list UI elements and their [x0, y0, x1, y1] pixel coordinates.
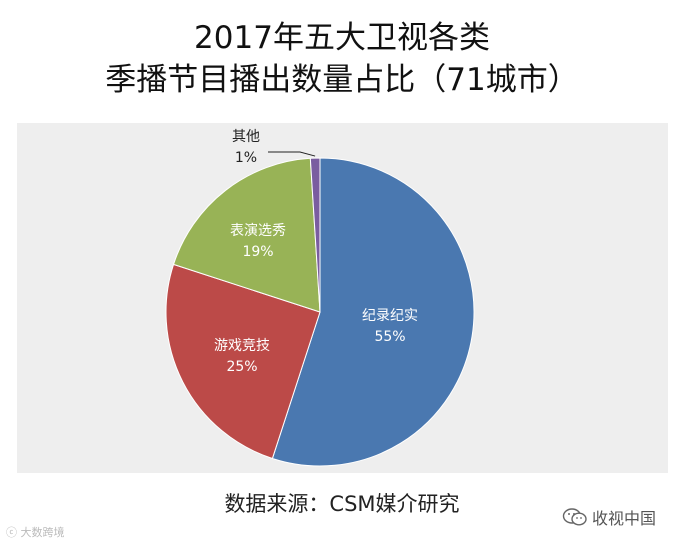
- wechat-icon: [562, 508, 587, 526]
- slice-value-3: 19%: [242, 244, 273, 260]
- slice-value-4: 1%: [235, 150, 257, 166]
- pie-slice-3: [172, 157, 321, 313]
- slice-label-2: 游戏竞技: [214, 337, 270, 354]
- pie-slice-1: [271, 157, 475, 467]
- pie-slice-4: [309, 157, 321, 313]
- watermark-left: ⓒ 大数跨境: [6, 524, 65, 540]
- watermark-right-text: 收视中国: [592, 509, 657, 528]
- slice-label-4: 其他: [232, 129, 260, 145]
- leader-line: [268, 151, 316, 157]
- data-source: 数据来源：CSM媒介研究: [224, 492, 460, 516]
- logo-icon: ⓒ: [6, 526, 17, 539]
- chart-title-line1: 2017年五大卫视各类: [194, 20, 490, 56]
- slice-value-1: 55%: [374, 329, 405, 345]
- slice-label-1: 纪录纪实: [362, 308, 418, 324]
- watermark-left-text: 大数跨境: [20, 526, 65, 539]
- slice-value-2: 25%: [226, 359, 257, 375]
- slice-label-3: 表演选秀: [230, 223, 286, 239]
- watermark-right: 收视中国: [562, 505, 656, 529]
- chart-title-line2: 季播节目播出数量占比（71城市）: [105, 62, 579, 98]
- pie-slice-2: [165, 263, 321, 460]
